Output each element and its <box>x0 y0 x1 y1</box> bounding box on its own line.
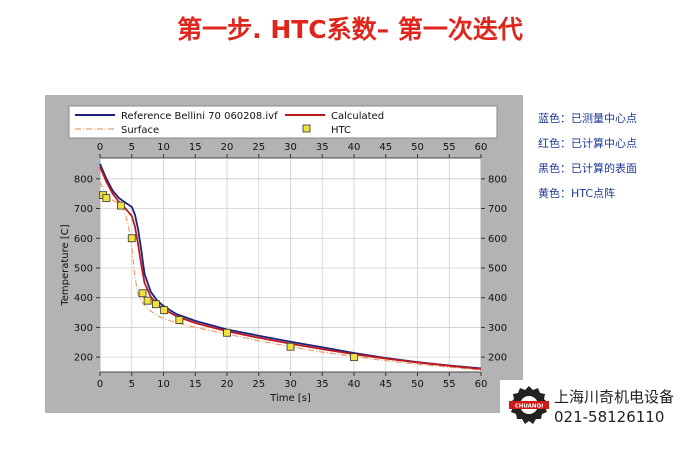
y-tick-label-left-5: 700 <box>74 204 93 215</box>
y-tick-label-left-1: 300 <box>74 323 93 334</box>
y-axis-label: Temperature [C] <box>60 224 71 306</box>
y-tick-label-right-3: 500 <box>488 263 507 274</box>
x-tick-label-top-6: 30 <box>284 142 297 153</box>
x-tick-label-bottom-6: 30 <box>284 379 297 390</box>
x-tick-label-bottom-10: 50 <box>411 379 424 390</box>
y-tick-label-left-3: 500 <box>74 263 93 274</box>
y-tick-label-right-4: 600 <box>488 234 507 245</box>
htc-point-11 <box>350 353 358 362</box>
x-tick-label-bottom-4: 20 <box>221 379 234 390</box>
legend-label-2: Surface <box>121 125 159 136</box>
htc-point-2 <box>117 201 125 210</box>
htc-point-8 <box>175 316 184 324</box>
htc-point-4 <box>138 289 147 298</box>
x-tick-label-top-12: 60 <box>475 142 488 153</box>
company-name: 上海川奇机电设备 <box>554 388 675 406</box>
x-tick-label-bottom-3: 15 <box>189 379 202 390</box>
x-tick-label-bottom-2: 10 <box>157 379 170 390</box>
htc-point-3 <box>127 234 136 243</box>
y-tick-label-left-6: 800 <box>74 174 93 185</box>
x-tick-label-top-9: 45 <box>379 142 392 153</box>
note-black: 黑色：已计算的表面 <box>538 162 637 175</box>
legend-notes: 蓝色：已测量中心点 红色：已计算中心点 黑色：已计算的表面 黄色：HTC点阵 <box>538 112 698 212</box>
legend-box <box>68 105 498 139</box>
note-blue: 蓝色：已测量中心点 <box>538 112 637 125</box>
y-tick-label-right-2: 400 <box>488 293 507 304</box>
legend-marker-3 <box>302 124 311 133</box>
y-tick-label-right-5: 700 <box>488 204 507 215</box>
y-tick-label-right-0: 200 <box>488 353 507 364</box>
note-yellow: 黄色：HTC点阵 <box>538 187 616 200</box>
company-block: CHUANQI 上海川奇机电设备 021-58126110 <box>500 380 700 450</box>
legend-label-0: Reference Bellini 70 060208.ivf <box>121 111 278 122</box>
x-tick-label-bottom-12: 60 <box>475 379 488 390</box>
x-tick-label-top-1: 5 <box>129 142 135 153</box>
htc-temperature-chart: Reference Bellini 70 060208.ivf Calculate… <box>60 105 507 404</box>
y-tick-label-left-0: 200 <box>74 353 93 364</box>
x-tick-label-bottom-7: 35 <box>316 379 329 390</box>
x-tick-label-top-2: 10 <box>157 142 170 153</box>
x-tick-label-bottom-0: 0 <box>97 379 103 390</box>
svg-text:CHUANQI: CHUANQI <box>515 404 544 410</box>
htc-point-10 <box>286 342 295 351</box>
x-tick-label-bottom-5: 25 <box>252 379 265 390</box>
chart-panel: Reference Bellini 70 060208.ivf Calculate… <box>45 95 523 413</box>
y-tick-label-left-4: 600 <box>74 234 93 245</box>
htc-point-5 <box>143 296 152 305</box>
legend-label-1: Calculated <box>331 111 384 122</box>
x-tick-label-top-0: 0 <box>97 142 103 153</box>
y-tick-label-left-2: 400 <box>74 293 93 304</box>
y-tick-label-right-6: 800 <box>488 174 507 185</box>
company-phone: 021-58126110 <box>554 408 665 426</box>
x-tick-label-top-10: 50 <box>411 142 424 153</box>
legend-label-3: HTC <box>331 125 351 136</box>
x-tick-label-bottom-1: 5 <box>129 379 135 390</box>
htc-point-9 <box>223 328 231 337</box>
htc-point-1 <box>102 194 111 203</box>
x-tick-label-top-5: 25 <box>252 142 265 153</box>
x-axis-label: Time [s] <box>269 393 311 404</box>
slide-title: 第一步. HTC系数– 第一次迭代 <box>177 15 523 44</box>
x-tick-label-top-11: 55 <box>443 142 456 153</box>
htc-point-7 <box>160 306 169 315</box>
htc-point-6 <box>151 300 160 309</box>
x-tick-label-top-7: 35 <box>316 142 329 153</box>
x-tick-label-bottom-8: 40 <box>348 379 361 390</box>
x-tick-label-top-8: 40 <box>348 142 361 153</box>
x-tick-label-bottom-11: 55 <box>443 379 456 390</box>
x-tick-label-top-4: 20 <box>221 142 234 153</box>
y-tick-label-right-1: 300 <box>488 323 507 334</box>
note-red: 红色：已计算中心点 <box>538 137 637 150</box>
x-tick-label-bottom-9: 45 <box>379 379 392 390</box>
company-logo-icon: CHUANQI <box>509 386 549 424</box>
x-tick-label-top-3: 15 <box>189 142 202 153</box>
